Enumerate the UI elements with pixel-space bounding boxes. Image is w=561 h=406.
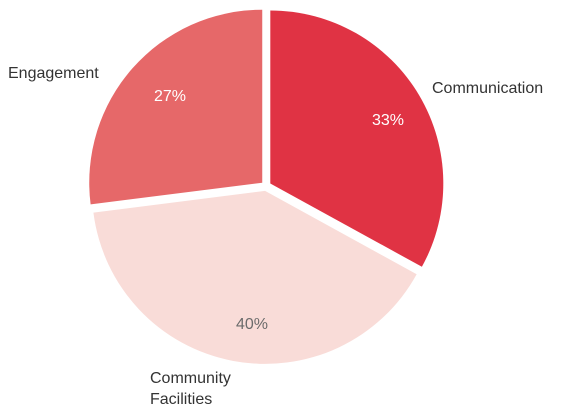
slice-value-label-community-facilities: 40% xyxy=(236,316,268,333)
pie-slice-engagement xyxy=(89,9,263,205)
pie-slices xyxy=(89,9,444,364)
slice-value-label-communication: 33% xyxy=(372,112,404,129)
slice-label-communication: Communication xyxy=(432,80,543,97)
slice-label-engagement: Engagement xyxy=(8,65,99,82)
pie-slice-communication xyxy=(270,10,444,267)
slice-value-label-engagement: 27% xyxy=(154,88,186,105)
slice-label-community-facilities: Community Facilities xyxy=(150,370,235,406)
pie-slice-community-facilities xyxy=(93,190,417,364)
pie-labels: 33% 40% 27% Communication Engagement Com… xyxy=(8,65,543,406)
